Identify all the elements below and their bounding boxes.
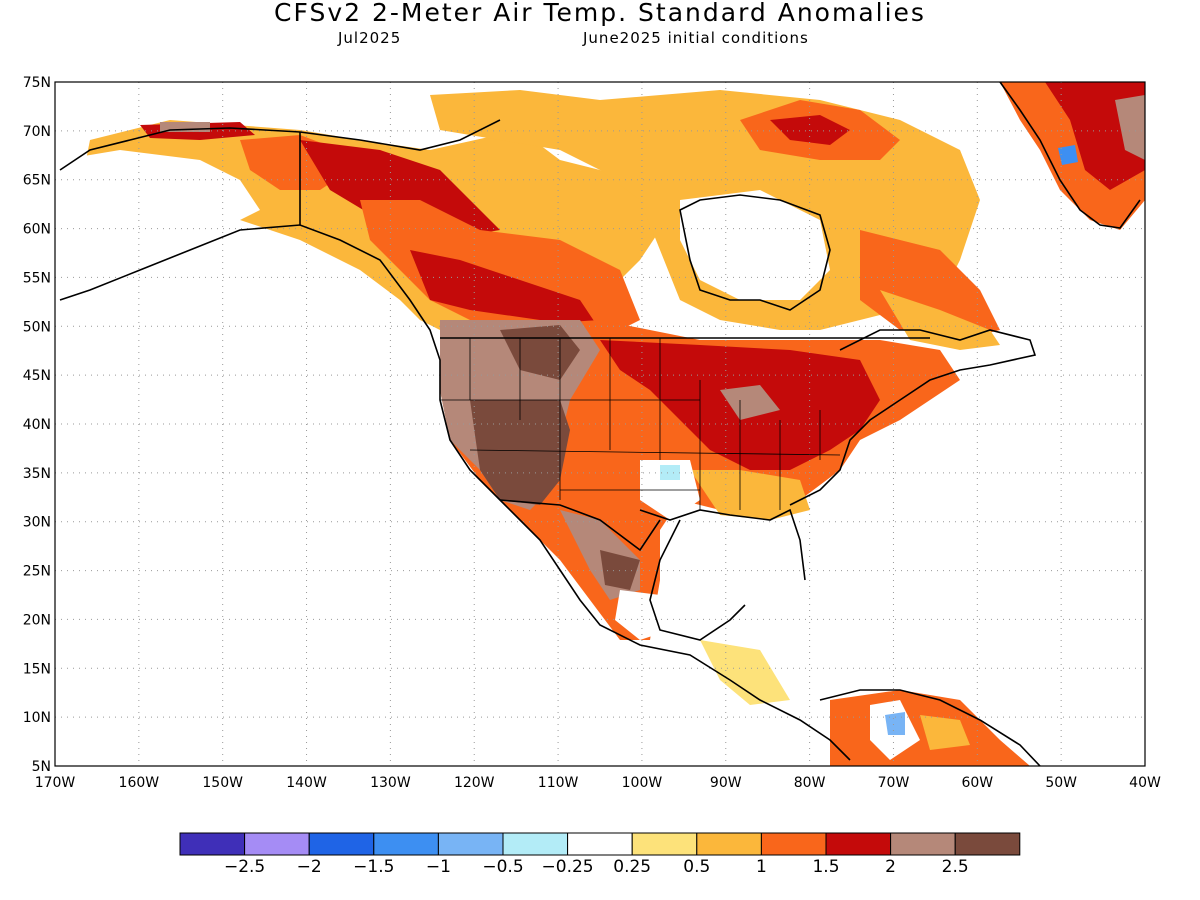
state-borders	[440, 338, 841, 510]
lon-label: 50W	[1045, 775, 1077, 791]
legend-swatch	[179, 832, 246, 856]
legend-label: −1	[426, 857, 451, 874]
longitude-labels: 170W 160W 150W 140W 130W 120W 110W 100W 90W 80W 70…	[35, 775, 1161, 791]
graticule	[55, 82, 1145, 766]
legend-label: −0.25	[542, 857, 594, 874]
lon-label: 120W	[454, 775, 495, 791]
legend-swatch	[890, 832, 956, 856]
lat-label: 20N	[23, 612, 51, 628]
legend-swatch	[502, 832, 569, 856]
legend-label: 0.5	[683, 857, 710, 874]
lat-label: 40N	[23, 417, 51, 433]
legend-label: −2	[297, 857, 322, 874]
legend-label: −2.5	[224, 857, 265, 874]
map-frame	[54, 81, 1146, 767]
lat-label: 45N	[23, 368, 51, 384]
lon-label: 170W	[35, 775, 76, 791]
legend-swatch	[760, 832, 827, 856]
lat-label: 5N	[32, 759, 51, 775]
legend-label: 2.5	[942, 857, 969, 874]
legend-swatch	[437, 832, 504, 856]
legend-swatch	[567, 832, 633, 856]
lat-label: 30N	[23, 515, 51, 531]
lat-label: 15N	[23, 661, 51, 677]
lon-label: 130W	[370, 775, 411, 791]
lat-label: 10N	[23, 710, 51, 726]
legend-label: 2	[885, 857, 896, 874]
legend-swatch	[825, 832, 892, 856]
color-legend: −2.5 −2 −1.5 −1 −0.5 −0.25 0.25 0.5 1 1.5 2 2.5	[179, 832, 1021, 874]
lon-label: 70W	[878, 775, 910, 791]
lon-label: 90W	[710, 775, 742, 791]
lon-label: 160W	[119, 775, 160, 791]
anomaly-map: 75N 70N 65N 60N 55N 50N 45N 40N 35N 30N 25N 20N 15N 1…	[23, 75, 1161, 791]
lat-label: 50N	[23, 319, 51, 335]
lat-label: 25N	[23, 564, 51, 580]
lat-label: 35N	[23, 466, 51, 482]
lon-label: 140W	[286, 775, 327, 791]
coastlines	[59, 81, 1141, 767]
lat-label: 55N	[23, 270, 51, 286]
forecast-month: Jul2025	[338, 29, 402, 47]
legend-label: 1.5	[812, 857, 839, 874]
lat-label: 60N	[23, 222, 51, 238]
legend-label: −1.5	[353, 857, 394, 874]
map-title: CFSv2 2-Meter Air Temp. Standard Anomali…	[274, 0, 926, 27]
lon-label: 100W	[622, 775, 663, 791]
legend-swatch	[308, 832, 375, 856]
lat-label: 70N	[23, 124, 51, 140]
lat-label: 65N	[23, 173, 51, 189]
legend-swatch	[373, 832, 439, 856]
latitude-labels: 75N 70N 65N 60N 55N 50N 45N 40N 35N 30N 25N 20N 15N 1…	[23, 75, 51, 775]
legend-swatch	[696, 832, 762, 856]
lon-label: 80W	[794, 775, 826, 791]
legend-swatch	[244, 832, 310, 856]
legend-label: −0.5	[482, 857, 523, 874]
legend-swatch	[631, 832, 698, 856]
legend-label: 1	[756, 857, 767, 874]
lon-label: 60W	[961, 775, 993, 791]
initial-conditions: June2025 initial conditions	[583, 29, 809, 47]
lon-label: 110W	[538, 775, 579, 791]
lat-label: 75N	[23, 75, 51, 91]
lon-label: 40W	[1129, 775, 1161, 791]
legend-swatch	[954, 832, 1021, 856]
lon-label: 150W	[202, 775, 243, 791]
legend-label: 0.25	[613, 857, 651, 874]
